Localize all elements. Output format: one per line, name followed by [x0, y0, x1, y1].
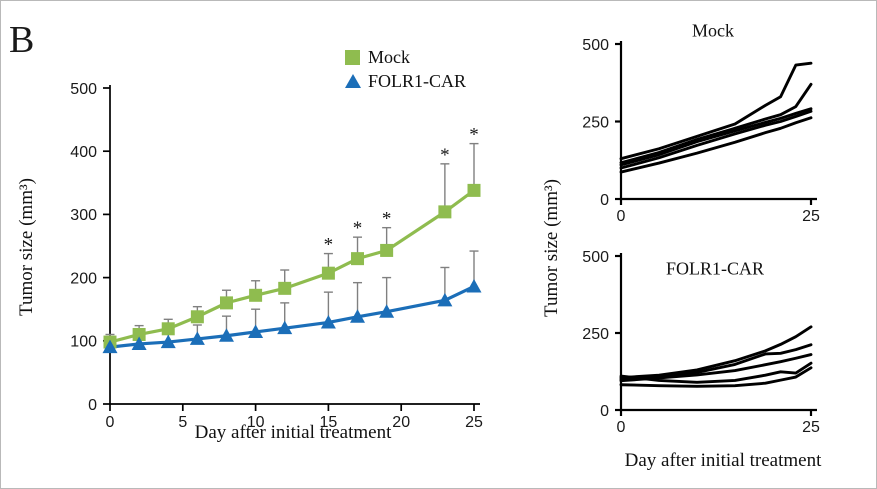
- svg-text:500: 500: [582, 37, 609, 54]
- svg-text:0: 0: [600, 192, 609, 209]
- svg-text:25: 25: [802, 208, 820, 225]
- svg-text:25: 25: [802, 419, 820, 436]
- svg-text:*: *: [382, 209, 392, 230]
- svg-text:10: 10: [247, 414, 265, 431]
- svg-text:0: 0: [617, 208, 626, 225]
- panel-label: B: [9, 19, 35, 61]
- svg-text:0: 0: [106, 414, 115, 431]
- right-charts-y-axis-label: Tumor size (mm³): [541, 179, 562, 317]
- svg-text:0: 0: [88, 397, 97, 414]
- svg-text:200: 200: [70, 270, 97, 287]
- mock-square-marker-icon: [345, 49, 360, 65]
- svg-text:300: 300: [70, 207, 97, 224]
- svg-text:500: 500: [70, 81, 97, 98]
- left-chart-y-axis-label: Tumor size (mm³): [16, 178, 37, 316]
- right-chart-x-axis-label: Day after initial treatment: [624, 450, 822, 471]
- legend-label-mock: Mock: [368, 47, 410, 67]
- svg-text:5: 5: [178, 414, 187, 431]
- legend-label-folr1-car: FOLR1-CAR: [368, 71, 467, 91]
- svg-text:15: 15: [320, 414, 338, 431]
- svg-text:*: *: [324, 235, 334, 256]
- svg-text:400: 400: [70, 144, 97, 161]
- folr1-triangle-marker-icon: [345, 74, 361, 88]
- svg-text:500: 500: [582, 249, 609, 266]
- mock-chart-title: Mock: [692, 20, 734, 41]
- svg-text:*: *: [469, 125, 479, 146]
- legend-item-folr1-car: FOLR1-CAR: [345, 69, 466, 93]
- legend-item-mock: Mock: [345, 45, 466, 69]
- svg-text:100: 100: [70, 334, 97, 351]
- svg-text:0: 0: [617, 419, 626, 436]
- svg-text:*: *: [353, 218, 363, 239]
- svg-text:*: *: [440, 145, 450, 166]
- folr1-chart-title: FOLR1-CAR: [665, 258, 765, 279]
- svg-text:250: 250: [582, 114, 609, 131]
- svg-text:25: 25: [465, 414, 483, 431]
- svg-text:0: 0: [600, 403, 609, 420]
- left-chart-x-axis-label: Day after initial treatment: [194, 422, 392, 443]
- svg-text:20: 20: [392, 414, 410, 431]
- svg-text:250: 250: [582, 326, 609, 343]
- legend: Mock FOLR1-CAR: [345, 45, 466, 93]
